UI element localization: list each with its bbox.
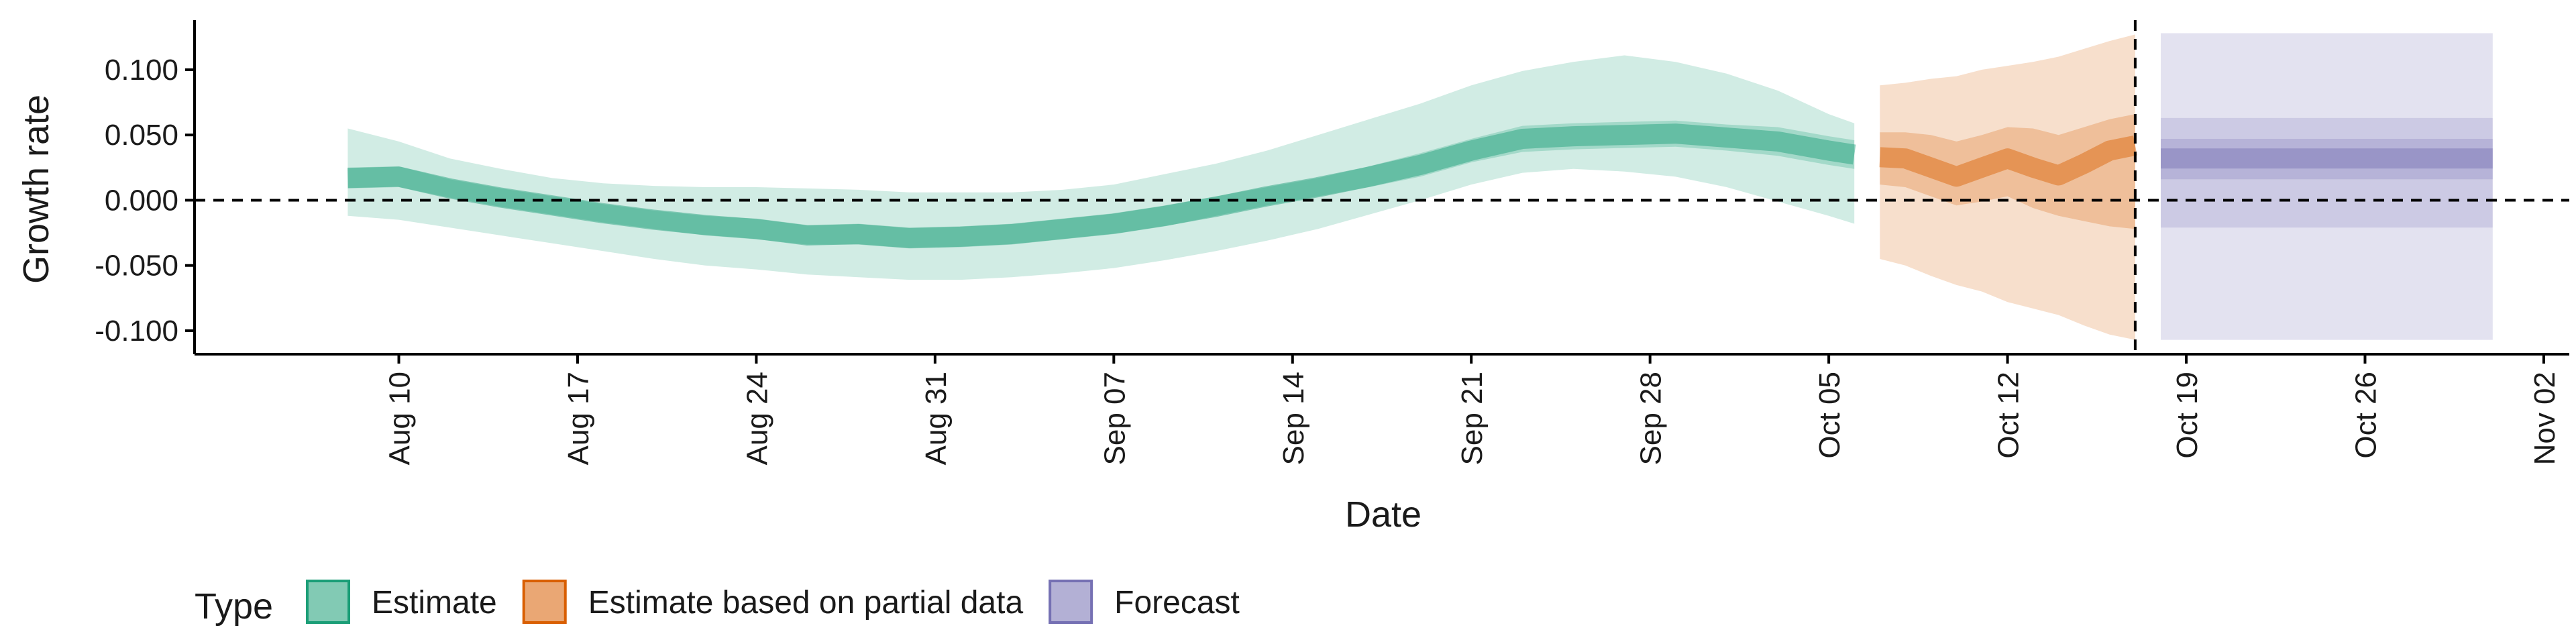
y-tick-label: 0.000 bbox=[105, 184, 178, 217]
x-tick-label: Oct 26 bbox=[2350, 372, 2383, 459]
estimate-based-on-partial-data-median-line bbox=[1879, 136, 2137, 187]
y-axis-ticks: -0.100 -0.050 0.000 0.050 0.100 bbox=[95, 54, 195, 347]
legend-swatch bbox=[1049, 580, 1093, 624]
axes bbox=[193, 20, 2569, 356]
x-tick-label: Aug 24 bbox=[741, 372, 773, 465]
y-tick-label: -0.100 bbox=[95, 315, 178, 347]
legend-item-estimate-based-on-partial-data: Estimate based on partial data bbox=[522, 580, 1024, 624]
forecast-50-band bbox=[2161, 139, 2493, 180]
x-tick-label: Sep 07 bbox=[1098, 372, 1131, 465]
x-axis-ticks: Aug 10 Aug 17 Aug 24 Aug 31 Sep 07 Sep 14 Sep … bbox=[384, 354, 2561, 465]
x-tick-label: Oct 12 bbox=[1992, 372, 2025, 459]
median-line-layer bbox=[347, 123, 2493, 248]
y-tick-label: 0.100 bbox=[105, 54, 178, 87]
x-tick-label: Sep 21 bbox=[1456, 372, 1489, 465]
legend-swatch bbox=[306, 580, 350, 624]
x-tick-label: Aug 17 bbox=[562, 372, 595, 465]
x-tick-label: Nov 02 bbox=[2528, 372, 2561, 465]
legend-swatch bbox=[522, 580, 567, 624]
legend-item-forecast: Forecast bbox=[1049, 580, 1240, 624]
y-axis-title: Growth rate bbox=[16, 95, 56, 284]
estimate-based-on-partial-data-90-band bbox=[1880, 34, 2135, 340]
legend-label: Estimate bbox=[372, 585, 497, 621]
estimate-50-band bbox=[347, 120, 1855, 249]
legend-item-estimate: Estimate bbox=[306, 580, 497, 624]
x-tick-label: Aug 31 bbox=[920, 372, 953, 465]
ribbon-layer bbox=[347, 33, 2493, 340]
legend-title: Type bbox=[195, 586, 273, 627]
x-tick-label: Oct 05 bbox=[1813, 372, 1846, 459]
legend-label: Forecast bbox=[1114, 585, 1240, 621]
estimate-median-line bbox=[347, 123, 1856, 248]
y-tick-label: -0.050 bbox=[95, 250, 178, 282]
forecast-outer-band bbox=[2161, 33, 2493, 340]
x-tick-label: Aug 10 bbox=[384, 372, 417, 465]
x-tick-label: Sep 28 bbox=[1635, 372, 1668, 465]
x-tick-label: Sep 14 bbox=[1277, 372, 1310, 465]
reference-lines bbox=[195, 20, 2569, 354]
estimate-90-band bbox=[347, 55, 1855, 280]
legend-label: Estimate based on partial data bbox=[588, 585, 1024, 621]
x-tick-label: Oct 19 bbox=[2171, 372, 2204, 459]
x-axis-title: Date bbox=[1345, 494, 1421, 535]
y-tick-label: 0.050 bbox=[105, 119, 178, 152]
legend: Type Estimate Estimate based on partial d… bbox=[195, 580, 1240, 627]
